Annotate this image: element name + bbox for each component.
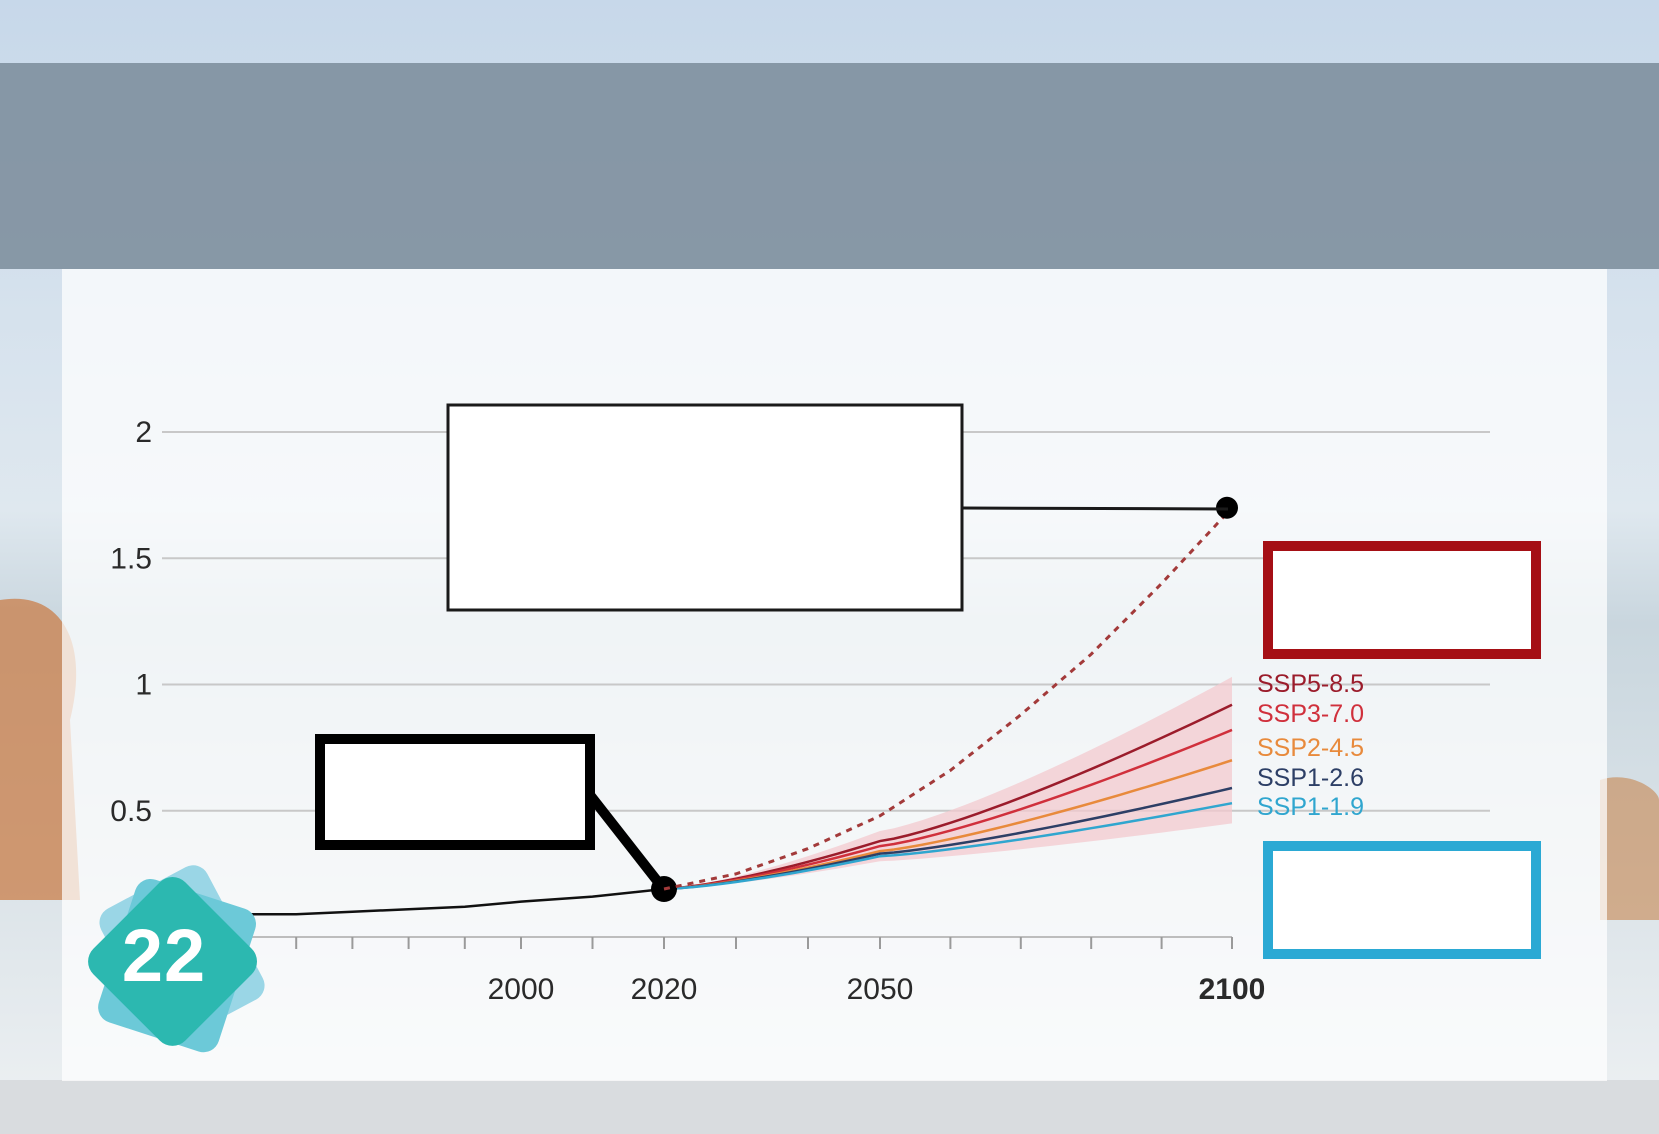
uncertainty-band xyxy=(664,676,1232,890)
x-tick-label: 2020 xyxy=(631,973,698,1006)
scenario-series xyxy=(663,703,1233,891)
y-tick-label: 0.5 xyxy=(110,795,152,828)
x-tick-labels: 2000 2020 2050 2100 xyxy=(488,973,1266,1006)
series-line xyxy=(663,703,1233,891)
y-tick-label: 2 xyxy=(135,416,152,449)
callout-box-high-end xyxy=(446,403,964,612)
x-tick-label: 2050 xyxy=(847,973,914,1006)
y-tick-label: 1.5 xyxy=(110,542,152,575)
legend-entry: SSP5-8.5 xyxy=(1257,670,1364,698)
page-badge: 22 xyxy=(62,855,282,1075)
y-tick-labels: 0.5 1 1.5 2 xyxy=(110,416,152,828)
header-banner xyxy=(0,63,1659,269)
callout-box-low-scenario xyxy=(1263,841,1541,959)
legend-entry: SSP1-2.6 xyxy=(1257,764,1364,792)
observed-line xyxy=(240,887,665,916)
callout-leader-present xyxy=(586,791,666,891)
callout-box-high-scenario xyxy=(1263,541,1541,659)
x-tick-label: 2000 xyxy=(488,973,555,1006)
uncertainty-band-area xyxy=(664,676,1232,890)
legend-entry: SSP2-4.5 xyxy=(1257,734,1364,762)
badge-number: 22 xyxy=(121,913,207,997)
y-tick-label: 1 xyxy=(135,669,152,702)
x-tick-label: 2100 xyxy=(1199,973,1266,1006)
callout-leader-high-end xyxy=(961,506,1229,511)
observed-series xyxy=(240,876,677,916)
high-end-dashed-line xyxy=(663,506,1234,891)
legend-entry: SSP1-1.9 xyxy=(1257,793,1364,821)
callout-box-present xyxy=(315,734,595,850)
series-line xyxy=(663,801,1233,891)
stacked-cards-icon xyxy=(88,865,265,1053)
series-line xyxy=(663,728,1233,891)
x-axis xyxy=(240,936,1233,949)
legend-entry: SSP3-7.0 xyxy=(1257,700,1364,728)
